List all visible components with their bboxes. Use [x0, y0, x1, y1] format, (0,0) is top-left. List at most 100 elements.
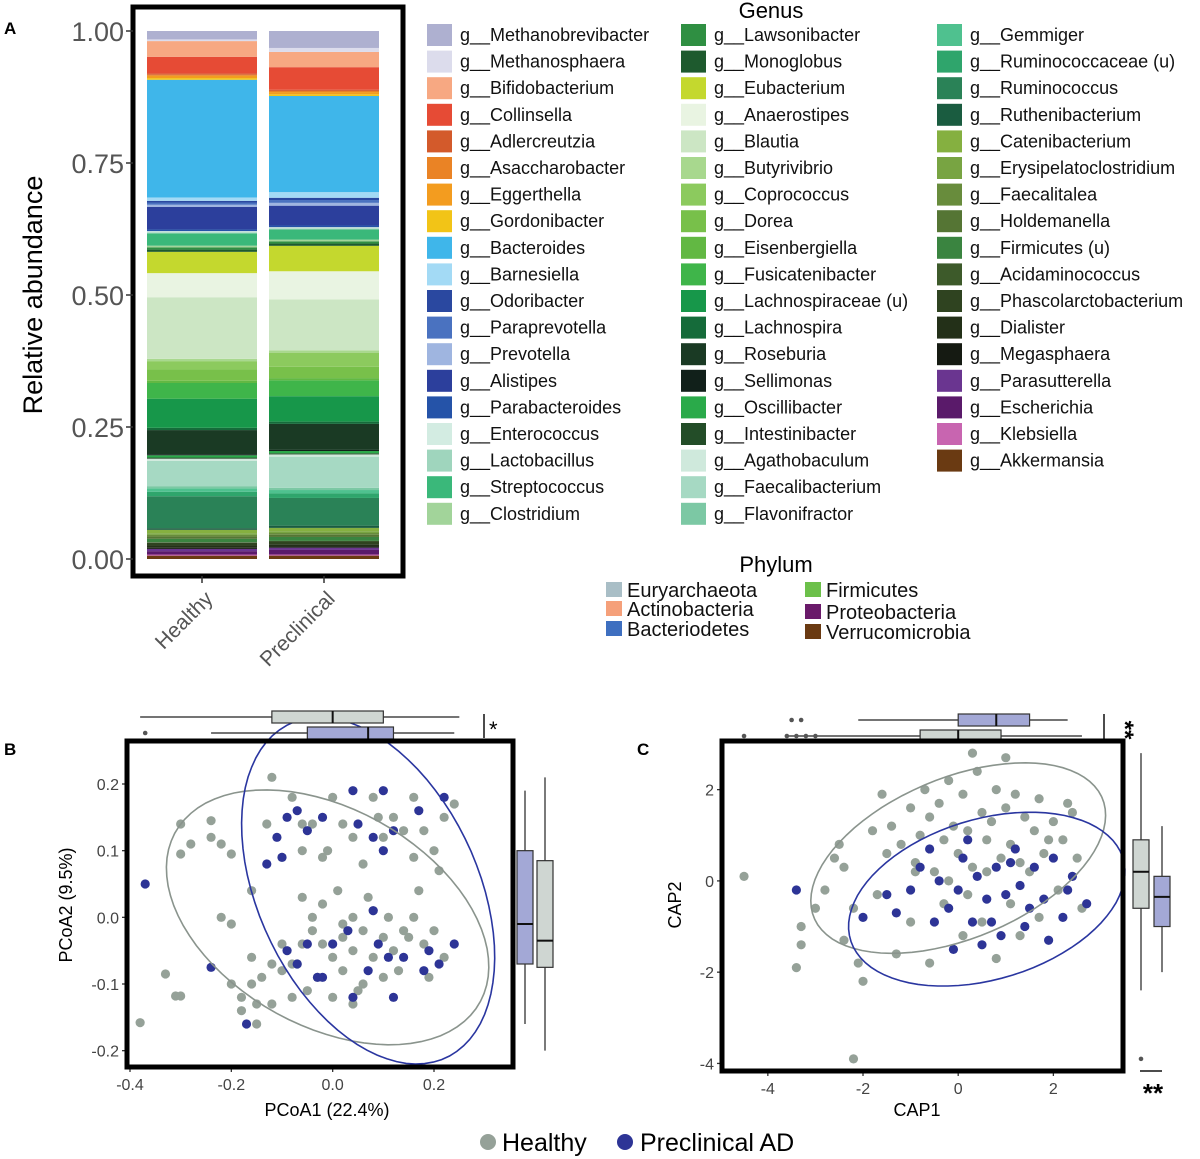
- point-healthy: [302, 986, 312, 996]
- bar-segment: [147, 75, 257, 79]
- point-preclinical: [1020, 921, 1030, 932]
- point-preclinical: [140, 879, 150, 889]
- point-healthy: [399, 826, 409, 836]
- genus-label: g__Fusicatenibacter: [714, 264, 876, 285]
- genus-label: g__Faecalitalea: [970, 185, 1098, 206]
- genus-swatch: [427, 157, 452, 179]
- genus-swatch: [937, 290, 962, 312]
- genus-label: g__Ruthenibacterium: [970, 105, 1141, 126]
- point-preclinical: [399, 952, 409, 962]
- bar-segment: [269, 271, 379, 300]
- point-preclinical: [953, 885, 963, 895]
- genus-swatch: [681, 103, 706, 126]
- y-tick-label: 0.50: [71, 281, 124, 311]
- genus-swatch: [427, 24, 452, 46]
- phylum-legend-title: Phylum: [739, 552, 812, 577]
- pcoa-y-label: PCoA2 (9.5%): [56, 847, 76, 962]
- point-preclinical: [434, 959, 444, 969]
- legend-label-healthy: Healthy: [502, 1129, 587, 1157]
- point-preclinical: [1015, 880, 1025, 891]
- point-healthy: [348, 912, 358, 922]
- bar-segment: [269, 497, 379, 526]
- genus-label: g__Barnesiella: [460, 264, 580, 285]
- genus-label: g__Clostridium: [460, 504, 580, 525]
- box-right-body: [516, 850, 534, 965]
- point-preclinical: [1058, 912, 1068, 923]
- group-legend: Healthy Preclinical AD: [480, 1129, 794, 1157]
- bar-segment: [147, 458, 257, 461]
- point-healthy: [247, 979, 257, 989]
- point-preclinical: [368, 906, 378, 916]
- point-healthy: [877, 789, 887, 799]
- genus-swatch: [937, 423, 962, 445]
- point-healthy: [419, 939, 429, 949]
- point-preclinical: [1044, 935, 1054, 945]
- genus-label: g__Parabacteroides: [460, 397, 621, 418]
- point-preclinical: [982, 894, 992, 904]
- x-axis-ticks: Healthy Preclinical: [151, 576, 340, 671]
- cap-plot-frame: [719, 738, 1126, 1074]
- genus-swatch: [427, 183, 452, 206]
- point-healthy: [216, 839, 226, 849]
- phylum-legend-items: Euryarchaeota Firmicutes Actinobacteria Pro…: [606, 580, 971, 644]
- phylum-label: Proteobacteria: [826, 602, 957, 624]
- bar-segment: [269, 421, 379, 424]
- box-top-outlier: [794, 733, 799, 739]
- point-healthy: [323, 846, 333, 856]
- x-tick-label: 0.2: [423, 1077, 445, 1094]
- genus-label: g__Escherichia: [970, 397, 1094, 418]
- genus-label: g__Flavonifractor: [714, 504, 853, 525]
- genus-swatch: [427, 369, 452, 392]
- box-top-body: [271, 710, 384, 724]
- point-healthy: [1058, 835, 1068, 845]
- point-healthy: [439, 952, 449, 962]
- panel-label-a: A: [4, 19, 16, 38]
- bars-group: [147, 31, 379, 559]
- point-preclinical: [388, 992, 399, 1002]
- cap-y-label: CAP2: [665, 881, 685, 928]
- bar-segment: [147, 551, 257, 555]
- box-top-outlier: [789, 717, 794, 723]
- point-preclinical: [1063, 885, 1073, 895]
- bar-segment: [269, 540, 379, 542]
- bar-segment: [269, 547, 379, 550]
- point-healthy: [226, 979, 236, 989]
- point-healthy: [409, 852, 419, 862]
- point-healthy: [820, 885, 830, 895]
- genus-swatch: [681, 423, 706, 445]
- genus-swatch: [937, 157, 962, 179]
- genus-legend: Genus g__Methanobrevibacter g__Methanosph…: [427, 0, 1183, 525]
- bar-segment: [269, 490, 379, 494]
- bar-segment: [269, 200, 379, 203]
- genus-swatch: [681, 157, 706, 179]
- point-preclinical: [302, 939, 312, 949]
- point-healthy: [1005, 899, 1016, 909]
- point-healthy: [216, 912, 226, 922]
- panel-b-pcoa: -0.4 -0.2 0.0 0.2 -0.2 -0.1 0.0 0.1 0.2 PCoA1 (2…: [56, 710, 554, 1120]
- panel-a-bar-chart: 0.000.250.500.751.00 Relative abundance …: [18, 4, 406, 671]
- box-top-outlier: [803, 733, 809, 739]
- genus-label: g__Gordonibacter: [460, 211, 604, 232]
- genus-label: g__Gemmiger: [970, 25, 1084, 46]
- bar-segment: [269, 534, 379, 537]
- bar-segment: [147, 534, 257, 537]
- bar-segment: [147, 369, 257, 381]
- point-healthy: [449, 799, 459, 809]
- point-preclinical: [378, 786, 388, 796]
- bar-segment: [269, 544, 379, 547]
- point-preclinical: [958, 853, 968, 863]
- point-healthy: [429, 846, 439, 856]
- bar-segment: [269, 239, 379, 242]
- genus-swatch: [427, 263, 452, 286]
- point-healthy: [383, 912, 393, 922]
- genus-swatch: [681, 236, 706, 259]
- point-preclinical: [986, 917, 997, 927]
- genus-label: g__Erysipelatoclostridium: [970, 158, 1175, 179]
- genus-label: g__Roseburia: [714, 344, 827, 365]
- genus-label: g__Phascolarctobacterium: [970, 291, 1183, 312]
- bar-segment: [147, 358, 257, 362]
- genus-label: g__Eggerthella: [460, 185, 582, 206]
- bar-segment: [269, 225, 379, 228]
- genus-label: g__Megasphaera: [970, 344, 1111, 365]
- point-healthy: [982, 867, 992, 877]
